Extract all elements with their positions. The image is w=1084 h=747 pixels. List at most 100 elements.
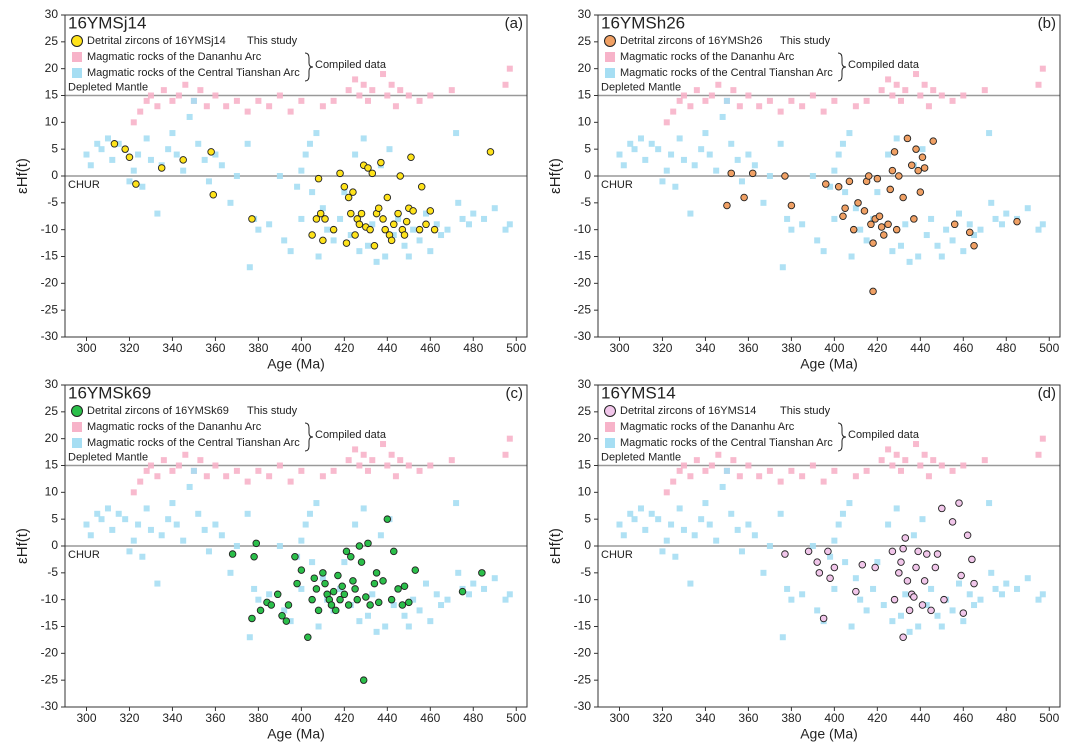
compiled-point: [655, 516, 662, 523]
compiled-point: [842, 559, 849, 566]
compiled-point: [698, 516, 705, 523]
study-point: [390, 547, 398, 556]
compiled-point: [713, 537, 720, 544]
compiled-point: [799, 221, 806, 228]
compiled-point: [227, 199, 234, 206]
x-tick-label: 440: [910, 711, 930, 725]
compiled-point: [852, 575, 859, 582]
compiled-point: [751, 532, 758, 539]
compiled-point: [369, 591, 376, 598]
data-layer: [616, 435, 1046, 641]
compiled-point: [377, 532, 384, 539]
compiled-point: [917, 462, 924, 469]
compiled-point: [831, 537, 838, 544]
compiled-point: [294, 183, 301, 190]
compiled-point: [427, 248, 434, 255]
compiled-point: [416, 467, 423, 474]
study-point: [957, 571, 965, 580]
reference-label: CHUR: [601, 179, 633, 191]
compiled-point: [276, 543, 283, 549]
compiled-point: [287, 108, 294, 115]
study-point: [841, 204, 849, 212]
study-point: [916, 188, 925, 196]
compiled-point: [956, 580, 963, 587]
x-tick-label: 440: [910, 341, 930, 355]
y-tick-label: 30: [578, 7, 592, 21]
compiled-point: [165, 516, 172, 523]
compiled-point: [180, 167, 187, 174]
compiled-point: [83, 521, 90, 528]
y-tick-label: 5: [51, 511, 58, 525]
study-point: [321, 215, 329, 223]
compiled-point: [889, 618, 896, 625]
study-point: [342, 239, 351, 247]
study-point: [342, 547, 351, 556]
study-point: [968, 555, 976, 564]
compiled-point: [874, 189, 881, 196]
compiled-point: [842, 189, 849, 196]
compiled-point: [1035, 596, 1042, 603]
study-point: [157, 164, 166, 172]
study-point: [344, 601, 353, 609]
compiled-point: [839, 140, 846, 147]
compiled-point: [306, 140, 313, 147]
study-point: [400, 231, 409, 239]
compiled-point: [244, 140, 251, 147]
reference-label: CHUR: [68, 179, 100, 191]
compiled-point: [885, 76, 892, 83]
compiled-point: [147, 526, 154, 533]
compiled-point: [637, 135, 644, 142]
compiled-point: [115, 510, 122, 517]
compiled-point: [255, 226, 262, 233]
y-tick-label: 20: [578, 61, 592, 75]
study-point: [867, 220, 875, 229]
compiled-point: [427, 462, 434, 469]
compiled-point: [893, 135, 900, 142]
legend-note: Compiled data: [315, 429, 387, 441]
study-point: [364, 539, 372, 548]
compiled-point: [693, 87, 700, 94]
compiled-point: [388, 81, 395, 88]
compiled-point: [195, 510, 202, 517]
plot-frame: [64, 384, 528, 708]
study-point: [417, 182, 426, 191]
compiled-point: [1039, 65, 1046, 72]
compiled-point: [986, 500, 993, 507]
compiled-point: [655, 146, 662, 153]
x-tick-label: 500: [1039, 711, 1059, 725]
compiled-point: [928, 585, 935, 592]
compiled-point: [960, 92, 967, 99]
compiled-point: [788, 467, 795, 474]
legend-brace: [304, 52, 314, 82]
study-point: [332, 606, 340, 615]
study-point: [950, 220, 959, 229]
compiled-point: [169, 467, 176, 474]
compiled-point: [386, 146, 393, 153]
study-point: [357, 209, 366, 218]
compiled-point: [444, 596, 451, 603]
compiled-point: [788, 97, 795, 104]
compiled-point: [433, 221, 440, 228]
compiled-point: [893, 505, 900, 512]
compiled-point: [169, 130, 176, 137]
compiled-point: [506, 221, 513, 228]
compiled-point: [831, 215, 838, 222]
study-point: [319, 236, 327, 245]
y-tick-label: 20: [578, 431, 592, 445]
compiled-point: [319, 103, 326, 110]
compiled-point: [203, 103, 210, 110]
compiled-point: [977, 596, 984, 603]
y-tick-label: -25: [41, 302, 59, 316]
compiled-point: [470, 580, 477, 587]
study-point: [347, 552, 355, 561]
study-point: [379, 215, 387, 223]
compiled-point: [960, 618, 967, 625]
compiled-point: [233, 467, 240, 474]
compiled-point: [960, 248, 967, 255]
y-tick-label: -30: [574, 699, 592, 713]
study-point: [329, 587, 338, 596]
y-tick-label: -20: [574, 276, 592, 290]
compiled-point: [352, 151, 359, 158]
compiled-point: [809, 462, 816, 469]
compiled-point: [502, 596, 509, 603]
